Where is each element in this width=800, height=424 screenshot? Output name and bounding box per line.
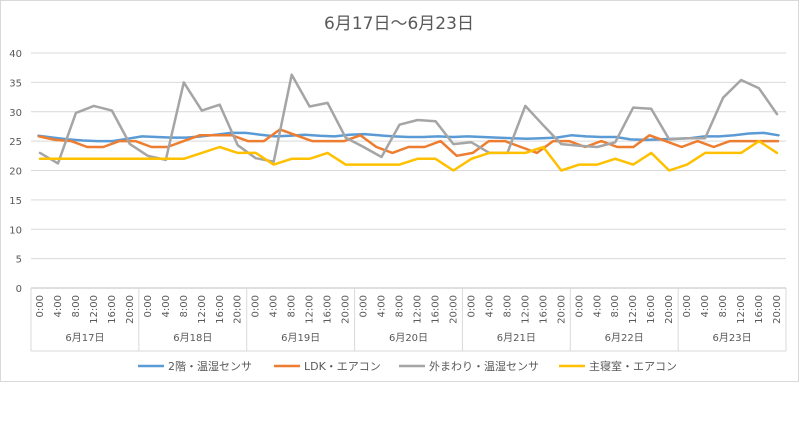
day-label: 6月22日 xyxy=(605,332,644,344)
series-line xyxy=(38,73,779,165)
hour-tick-label: 16:00 xyxy=(538,295,549,324)
hour-tick-label: 16:00 xyxy=(754,295,765,324)
hour-tick-label: 8:00 xyxy=(610,295,621,317)
hour-tick-label: 12:00 xyxy=(628,295,639,324)
hour-tick-label: 16:00 xyxy=(107,295,118,324)
hour-tick-label: 8:00 xyxy=(179,295,190,317)
hour-tick-label: 12:00 xyxy=(412,295,423,324)
y-tick-label: 5 xyxy=(16,255,22,266)
hour-tick-label: 16:00 xyxy=(323,295,334,324)
series-line xyxy=(38,139,779,172)
day-label: 6月20日 xyxy=(389,332,428,344)
hour-tick-label: 20:00 xyxy=(233,295,244,324)
day-label: 6月17日 xyxy=(65,332,104,344)
hour-tick-label: 0:00 xyxy=(574,295,585,317)
hour-tick-label: 4:00 xyxy=(161,295,172,317)
hour-tick-label: 12:00 xyxy=(305,295,316,324)
hour-tick-label: 8:00 xyxy=(502,295,513,317)
legend-label: LDK・エアコン xyxy=(304,360,381,373)
hour-tick-label: 8:00 xyxy=(71,295,82,317)
hour-tick-label: 0:00 xyxy=(251,295,262,317)
hour-tick-label: 12:00 xyxy=(520,295,531,324)
y-tick-label: 35 xyxy=(9,78,22,89)
y-tick-label: 20 xyxy=(9,167,22,178)
hour-tick-label: 4:00 xyxy=(53,295,64,317)
hour-tick-label: 0:00 xyxy=(466,295,477,317)
hour-tick-label: 16:00 xyxy=(430,295,441,324)
hour-tick-label: 0:00 xyxy=(682,295,693,317)
hour-tick-label: 20:00 xyxy=(448,295,459,324)
y-tick-label: 40 xyxy=(9,49,22,60)
hour-tick-label: 20:00 xyxy=(772,295,783,324)
hour-tick-label: 4:00 xyxy=(377,295,388,317)
hour-tick-label: 4:00 xyxy=(269,295,280,317)
hour-tick-label: 12:00 xyxy=(197,295,208,324)
y-tick-label: 0 xyxy=(16,284,22,295)
hour-tick-label: 8:00 xyxy=(718,295,729,317)
day-label: 6月18日 xyxy=(173,332,212,344)
hour-tick-label: 8:00 xyxy=(287,295,298,317)
hour-tick-label: 0:00 xyxy=(35,295,46,317)
chart-frame: 6月17日～6月23日 0 5 10 15 20 25 30 35 40 6月17日 0:00 4:0… xyxy=(0,0,799,382)
day-label: 6月21日 xyxy=(497,332,536,344)
y-tick-label: 10 xyxy=(9,225,22,236)
chart-title: 6月17日～6月23日 xyxy=(324,14,474,34)
hour-tick-label: 12:00 xyxy=(89,295,100,324)
series-line xyxy=(37,128,780,158)
y-tick-label: 30 xyxy=(9,108,22,119)
hour-tick-label: 20:00 xyxy=(125,295,136,324)
hour-tick-label: 0:00 xyxy=(143,295,154,317)
hour-tick-label: 16:00 xyxy=(646,295,657,324)
hour-tick-label: 8:00 xyxy=(395,295,406,317)
gridlines xyxy=(31,52,786,289)
hour-tick-label: 12:00 xyxy=(736,295,747,324)
hour-tick-label: 4:00 xyxy=(484,295,495,317)
series-line xyxy=(37,131,780,143)
y-tick-label: 25 xyxy=(9,137,22,148)
series-lines xyxy=(37,73,780,172)
legend-label: 外まわり・温湿センサ xyxy=(429,360,539,373)
hour-tick-label: 20:00 xyxy=(664,295,675,324)
hour-tick-label: 16:00 xyxy=(215,295,226,324)
hour-tick-label: 20:00 xyxy=(341,295,352,324)
hour-tick-label: 20:00 xyxy=(556,295,567,324)
day-label: 6月23日 xyxy=(713,332,752,344)
legend-label: 主寝室・エアコン xyxy=(589,359,677,373)
hour-tick-label: 4:00 xyxy=(592,295,603,317)
y-tick-label: 15 xyxy=(9,196,22,207)
hour-tick-label: 0:00 xyxy=(359,295,370,317)
hour-tick-label: 4:00 xyxy=(700,295,711,317)
axes: 0 5 10 15 20 25 30 35 40 6月17日 0:00 4:00 8:00 12:00 16… xyxy=(9,49,787,352)
legend-label: 2階・温湿センサ xyxy=(168,359,252,373)
day-label: 6月19日 xyxy=(281,332,320,344)
legend: 2階・温湿センサ LDK・エアコン 外まわり・温湿センサ 主寝室・エアコン xyxy=(138,359,677,373)
